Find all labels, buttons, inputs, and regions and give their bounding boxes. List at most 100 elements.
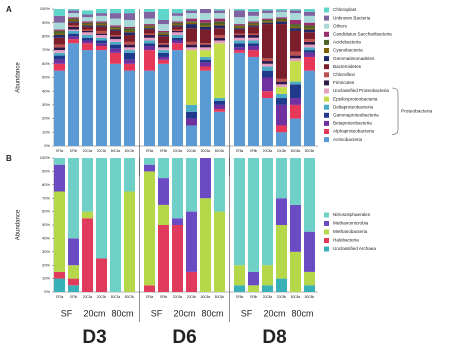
x-tick-label: 20C3b: [97, 149, 107, 153]
bar-segment: [290, 98, 301, 105]
y-tick-label: 100%: [40, 6, 51, 11]
legend-label: Bacteroidetes: [333, 64, 362, 69]
bar-segment: [290, 30, 301, 52]
bar-segment: [262, 22, 273, 25]
bar-segment: [110, 41, 121, 45]
bar-segment: [214, 9, 225, 11]
bar-segment: [68, 39, 79, 44]
bar-segment: [96, 24, 107, 26]
bar-segment: [158, 225, 169, 292]
bar-segment: [124, 158, 135, 192]
x-tick-label: 80C3b: [125, 149, 135, 153]
bar-segment: [186, 28, 197, 42]
y-tick-label: 10%: [42, 276, 50, 281]
bar-segment: [172, 26, 183, 30]
bar-segment: [82, 32, 93, 36]
bar-segment: [304, 11, 315, 16]
bar-segment: [262, 98, 273, 146]
bar-segment: [200, 26, 211, 30]
bar-segment: [304, 231, 315, 272]
depth-label: 80cm: [111, 308, 133, 318]
bar-segment: [68, 36, 79, 40]
bar-segment: [234, 265, 245, 286]
bar-segment: [82, 30, 93, 33]
bar-segment: [186, 47, 197, 51]
x-tick-label: SF6b: [160, 149, 168, 153]
bar-segment: [96, 35, 107, 38]
legend-swatch: [324, 39, 329, 45]
x-tick-label: 20C6b: [187, 149, 197, 153]
bar-segment: [68, 26, 79, 30]
bar-segment: [214, 24, 225, 26]
legend-label: Nitrososphaerales: [333, 212, 371, 217]
bar-segment: [234, 17, 245, 25]
bar-segment: [158, 36, 169, 44]
bar-segment: [96, 43, 107, 46]
bar-segment: [276, 93, 287, 99]
bar-segment: [234, 26, 245, 29]
y-tick-label: 20%: [42, 262, 50, 267]
bar-segment: [68, 29, 79, 31]
bar-segment: [186, 13, 197, 19]
bar-segment: [124, 50, 135, 53]
bar-segment: [158, 56, 169, 60]
bar-segment: [186, 111, 197, 119]
bar-segment: [214, 18, 225, 22]
bar-segment: [234, 285, 245, 292]
bar-segment: [144, 11, 155, 19]
bar-segment: [172, 158, 183, 219]
bar-segment: [186, 50, 197, 105]
x-tick-label: 20C8a: [263, 149, 273, 153]
bar-segment: [276, 198, 287, 225]
bar-segment: [234, 37, 245, 41]
bar-segment: [124, 41, 135, 45]
bar-segment: [214, 25, 225, 29]
bar-segment: [290, 24, 301, 27]
bar-segment: [54, 158, 65, 165]
bar-segment: [110, 26, 121, 29]
bar-segment: [262, 66, 273, 71]
bar-segment: [68, 43, 79, 146]
bar-segment: [276, 98, 287, 105]
bar-segment: [124, 32, 135, 36]
legend-swatch: [324, 212, 329, 218]
legend-swatch: [324, 96, 329, 102]
bar-segment: [144, 285, 155, 292]
bar-segment: [82, 21, 93, 23]
legend-label: Epsilonproteobacteria: [333, 96, 378, 101]
bar-segment: [124, 59, 135, 64]
x-tick-label: SF6a: [146, 149, 154, 153]
depth-label: 80cm: [201, 308, 223, 318]
legend-swatch: [324, 7, 329, 13]
bar-segment: [68, 265, 79, 279]
y-tick-label: 0%: [44, 143, 50, 148]
x-tick-label: SF8a: [236, 295, 244, 299]
bar-segment: [186, 271, 197, 292]
bar-segment: [144, 28, 155, 30]
bar-segment: [158, 43, 169, 45]
bar-segment: [68, 21, 79, 23]
bar-segment: [290, 58, 301, 62]
legend-swatch: [324, 229, 329, 235]
bar-segment: [172, 43, 183, 51]
bar-segment: [54, 30, 65, 34]
legend-swatch: [324, 137, 329, 143]
bar-segment: [234, 9, 245, 11]
x-tick-label: 20C6a: [173, 295, 183, 299]
bar-segment: [304, 9, 315, 12]
legend-swatch: [324, 64, 329, 70]
bar-segment: [214, 28, 225, 36]
bar-segment: [234, 29, 245, 34]
bar-segment: [82, 17, 93, 22]
x-tick-label: 80C6b: [215, 149, 225, 153]
bar-segment: [214, 37, 225, 41]
bar-segment: [200, 25, 211, 27]
y-tick-label: 20%: [42, 116, 50, 121]
x-tick-label: 80C6a: [201, 295, 211, 299]
bar-segment: [290, 118, 301, 146]
bar-segment: [110, 35, 121, 37]
legend-label: Methanomicrobia: [333, 221, 369, 226]
bar-segment: [172, 21, 183, 23]
bar-segment: [234, 43, 245, 48]
bar-segment: [234, 35, 245, 38]
